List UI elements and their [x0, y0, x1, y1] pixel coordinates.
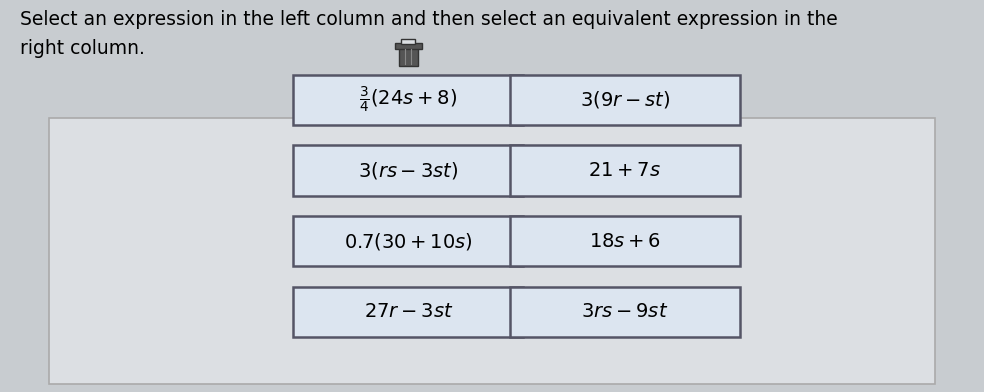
- FancyBboxPatch shape: [293, 216, 523, 266]
- FancyBboxPatch shape: [510, 75, 740, 125]
- Text: right column.: right column.: [20, 39, 145, 58]
- FancyBboxPatch shape: [399, 48, 418, 66]
- FancyBboxPatch shape: [510, 145, 740, 196]
- Text: $18s+6$: $18s+6$: [588, 232, 661, 250]
- Text: $0.7(30+10s)$: $0.7(30+10s)$: [344, 230, 472, 252]
- FancyBboxPatch shape: [293, 75, 523, 125]
- FancyBboxPatch shape: [293, 287, 523, 337]
- Text: $3(rs-3st)$: $3(rs-3st)$: [358, 160, 459, 181]
- Text: $21+7s$: $21+7s$: [588, 161, 661, 180]
- FancyBboxPatch shape: [395, 43, 422, 49]
- Text: $27r-3st$: $27r-3st$: [363, 302, 454, 321]
- Text: $3rs-9st$: $3rs-9st$: [582, 302, 668, 321]
- FancyBboxPatch shape: [49, 118, 935, 384]
- FancyBboxPatch shape: [401, 39, 415, 44]
- FancyBboxPatch shape: [510, 287, 740, 337]
- Text: $\frac{3}{4}(24s+8)$: $\frac{3}{4}(24s+8)$: [359, 85, 458, 115]
- Text: Select an expression in the left column and then select an equivalent expression: Select an expression in the left column …: [20, 10, 837, 29]
- FancyBboxPatch shape: [510, 216, 740, 266]
- Text: $3(9r-st)$: $3(9r-st)$: [580, 89, 670, 111]
- FancyBboxPatch shape: [293, 145, 523, 196]
